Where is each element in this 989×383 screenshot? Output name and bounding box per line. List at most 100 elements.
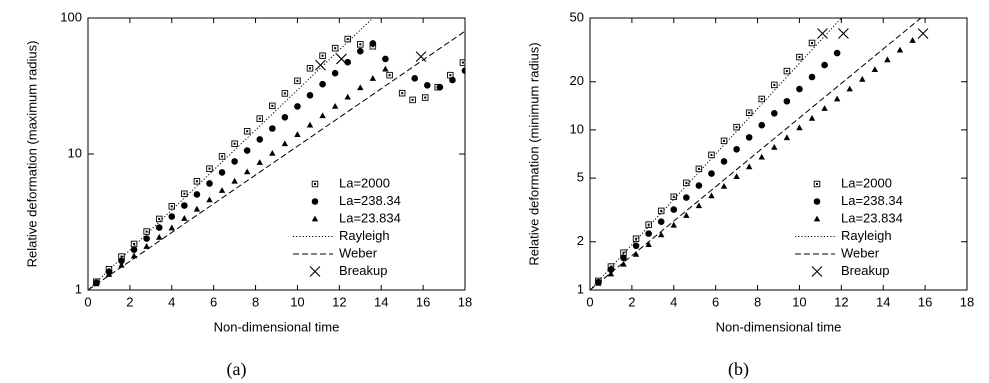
caption: (b): [728, 359, 749, 380]
marker-triangle: [118, 261, 125, 268]
square: [231, 140, 238, 147]
legend-label: Weber: [841, 245, 880, 260]
marker-square: [193, 178, 201, 185]
square: [459, 59, 465, 66]
marker-circle: [720, 158, 728, 165]
legend-label: La=238.34: [841, 193, 903, 208]
square-dot: [246, 130, 249, 133]
marker-circle: [311, 198, 319, 205]
marker-cross: [415, 51, 427, 63]
square: [386, 71, 393, 79]
marker-square: [269, 102, 276, 110]
marker-triangle: [607, 270, 615, 277]
marker-triangle: [294, 131, 301, 137]
marker-circle: [657, 218, 665, 226]
square-dot: [296, 79, 299, 82]
x-tick-label: 2: [126, 294, 133, 309]
square-dot: [314, 183, 316, 185]
marker-square: [231, 140, 238, 147]
y-axis-label: Relative deformation (maximum radius): [24, 41, 39, 268]
x-tick-label: 8: [754, 294, 761, 309]
x-tick-label: 12: [332, 294, 346, 309]
x-tick-label: 12: [834, 294, 848, 309]
marker-square: [745, 109, 753, 116]
square: [206, 165, 213, 172]
marker-square: [306, 65, 314, 72]
marker-triangle: [859, 75, 866, 82]
marker-triangle: [331, 102, 339, 109]
marker-cross: [315, 59, 326, 71]
marker-square: [181, 190, 188, 198]
x-tick-label: 6: [210, 294, 217, 309]
marker-square: [130, 240, 138, 248]
x-axis-label: Non-dimensional time: [716, 319, 842, 334]
marker-triangle: [670, 221, 677, 228]
square: [218, 153, 226, 160]
square-dot: [798, 56, 801, 59]
marker-circle: [369, 40, 377, 47]
marker-square: [421, 94, 429, 101]
square-dot: [660, 209, 663, 212]
square-dot: [622, 251, 625, 254]
square-dot: [773, 83, 776, 86]
marker-square: [409, 96, 416, 104]
marker-circle: [808, 73, 816, 81]
x-tick-label: 0: [84, 294, 91, 309]
square: [632, 235, 640, 242]
marker-triangle: [130, 252, 138, 259]
square: [758, 95, 765, 103]
marker-square: [632, 235, 640, 242]
marker-triangle: [357, 84, 364, 91]
line-dotted: [590, 18, 842, 290]
square-dot: [145, 230, 148, 233]
marker-triangle: [620, 260, 627, 267]
marker-square: [670, 193, 678, 201]
square-dot: [811, 41, 814, 44]
marker-triangle: [281, 140, 289, 147]
x-tick-label: 14: [876, 294, 890, 309]
panel: 0 2 4 6 8 10 12 14 16 18125102050Non-dimensional …: [526, 9, 974, 380]
square: [683, 179, 690, 187]
square-dot: [133, 242, 136, 245]
y-tick-label: 20: [570, 73, 584, 88]
marker-circle: [461, 67, 465, 74]
marker-square: [357, 41, 364, 48]
marker-square: [294, 77, 301, 85]
square-dot: [748, 111, 751, 114]
marker-square: [695, 165, 703, 173]
marker-circle: [331, 69, 339, 77]
square-dot: [735, 126, 738, 129]
x-tick-label: 10: [792, 294, 806, 309]
marker-triangle: [181, 215, 188, 221]
marker-circle: [796, 85, 803, 93]
marker-triangle: [311, 215, 319, 222]
marker-triangle: [658, 231, 665, 238]
square: [331, 44, 339, 52]
marker-triangle: [708, 192, 715, 199]
marker-square: [808, 39, 816, 47]
marker-circle: [294, 103, 301, 110]
square-dot: [723, 139, 726, 142]
square-dot: [697, 167, 700, 170]
marker-circle: [306, 92, 314, 99]
marker-square: [758, 95, 765, 103]
square-dot: [309, 67, 312, 70]
marker-triangle: [896, 46, 904, 53]
marker-triangle: [771, 143, 778, 150]
marker-square: [155, 215, 163, 223]
marker-triangle: [319, 112, 326, 119]
square: [319, 52, 326, 59]
marker-triangle: [632, 250, 640, 257]
square-dot: [158, 217, 161, 220]
square-dot: [233, 142, 236, 145]
x-tick-label: 2: [628, 294, 635, 309]
marker-triangle: [683, 212, 690, 218]
marker-triangle: [796, 124, 803, 131]
marker-square: [771, 81, 778, 89]
marker-circle: [670, 206, 678, 213]
marker-triangle: [846, 85, 853, 92]
marker-circle: [620, 254, 627, 262]
marker-square: [168, 203, 176, 210]
square-dot: [221, 155, 224, 158]
y-tick-label: 50: [570, 9, 584, 24]
